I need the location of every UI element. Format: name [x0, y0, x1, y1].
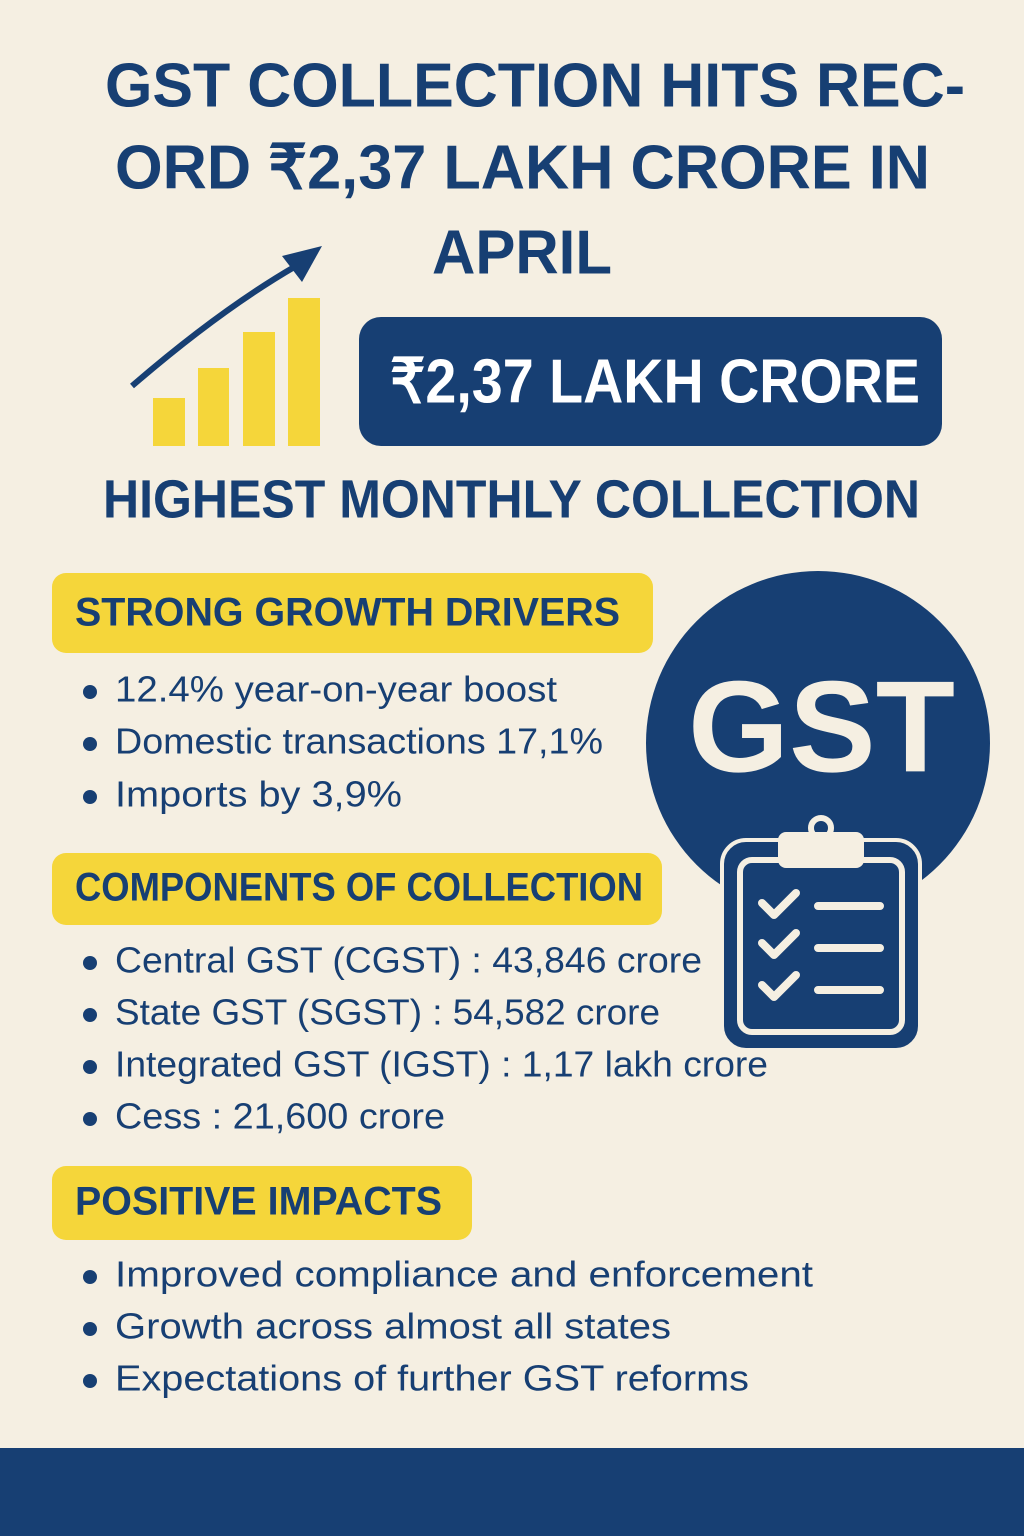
title-line: ORD ₹2,37 LAKH CRORE IN: [115, 133, 930, 202]
clipboard-icon: [720, 815, 922, 1052]
badge-text: ₹2,37 LAKH CRORE: [390, 347, 920, 416]
bullet: [83, 1322, 97, 1336]
section-heading-box: [52, 573, 653, 653]
sections: STRONG GROWTH DRIVERS 12.4% year-on-year …: [52, 573, 813, 1399]
bullet: [83, 1270, 97, 1284]
bullet-item: Cess : 21,600 crore: [115, 1096, 445, 1137]
section-heading-box: [52, 1166, 472, 1240]
subtitle: HIGHEST MONTHLY COLLECTION: [103, 469, 920, 529]
section-heading: COMPONENTS OF COLLECTION: [75, 866, 643, 910]
logo-text: GST: [688, 653, 955, 799]
bullet-item: Domestic transactions 17,1%: [115, 721, 603, 762]
section-heading: POSITIVE IMPACTS: [75, 1180, 442, 1224]
growth-icon: [130, 246, 322, 446]
bullet-item: Integrated GST (IGST) : 1,17 lakh crore: [115, 1044, 768, 1085]
bullet-item: Expectations of further GST reforms: [115, 1358, 749, 1399]
bullet: [83, 956, 97, 970]
bullet-item: Imports by 3,9%: [115, 774, 402, 815]
bullet-item: 12.4% year-on-year boost: [115, 669, 557, 710]
bullet: [83, 790, 97, 804]
bullet: [83, 1374, 97, 1388]
footer-bar: [0, 1448, 1024, 1536]
bullet: [83, 737, 97, 751]
section-heading: STRONG GROWTH DRIVERS: [75, 591, 620, 635]
bullet: [83, 685, 97, 699]
title-line: GST COLLECTION HITS REC-: [105, 51, 965, 120]
section-heading-box: [52, 853, 662, 925]
title-line: APRIL: [432, 218, 612, 287]
gst-circle: [646, 571, 990, 915]
bullet: [83, 1060, 97, 1074]
bullet: [83, 1008, 97, 1022]
badge: [359, 317, 942, 446]
bullet-item: Improved compliance and enforcement: [115, 1254, 813, 1295]
bullet-item: Central GST (CGST) : 43,846 crore: [115, 940, 702, 981]
bullet-item: State GST (SGST) : 54,582 crore: [115, 992, 660, 1033]
bullet-item: Growth across almost all states: [115, 1306, 671, 1347]
bullet: [83, 1112, 97, 1126]
